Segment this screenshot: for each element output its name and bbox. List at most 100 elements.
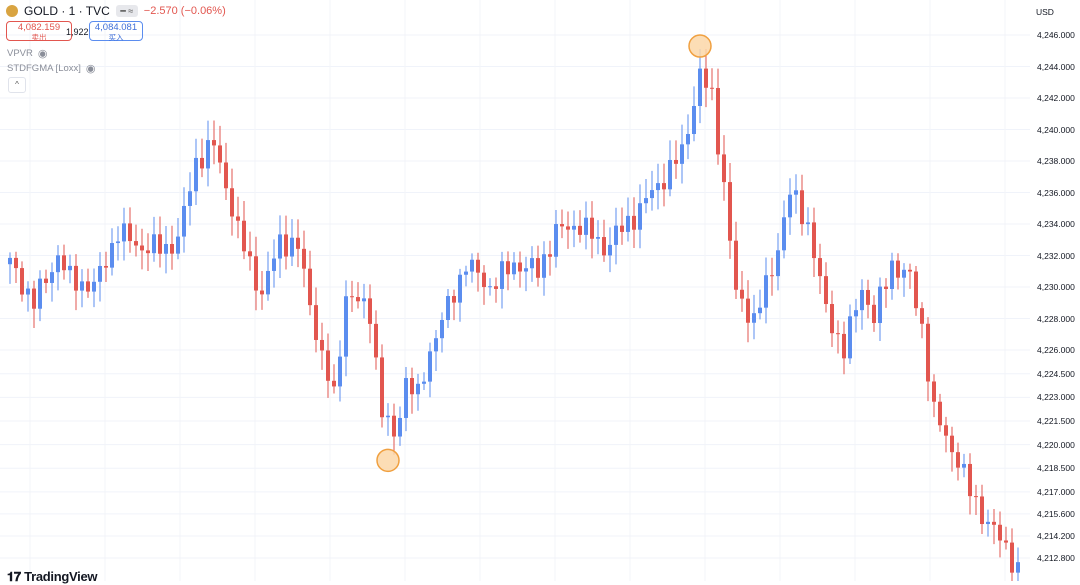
y-tick-label: 4,217.000 — [1037, 486, 1075, 497]
candle — [8, 252, 12, 284]
candle — [452, 289, 456, 321]
candle — [194, 138, 198, 205]
candle-body — [692, 106, 696, 135]
candle — [752, 294, 756, 340]
candle — [500, 251, 504, 309]
candle — [254, 236, 258, 311]
candle-body — [440, 319, 444, 339]
candle-body — [482, 272, 486, 288]
candle — [686, 114, 690, 160]
buy-label: 买入 — [108, 33, 124, 42]
candle-body — [146, 250, 150, 254]
candle-body — [386, 415, 390, 418]
candle — [266, 251, 270, 301]
candle-body — [908, 269, 912, 272]
candle-body — [374, 323, 378, 358]
candle — [26, 281, 30, 312]
candle — [812, 207, 816, 278]
candle-body — [1016, 562, 1020, 573]
y-tick-label: 4,234.000 — [1037, 219, 1075, 230]
candle — [1004, 526, 1008, 550]
buy-button[interactable]: 4,084.081 买入 — [89, 21, 143, 42]
candle-body — [410, 378, 414, 395]
candle-body — [92, 281, 96, 292]
candle-body — [584, 217, 588, 235]
eye-icon[interactable]: ◉ — [85, 63, 96, 75]
price-change: −2.570 (−0.06%) — [143, 5, 226, 17]
y-tick-label: 4,214.200 — [1037, 530, 1075, 541]
y-tick-label: 4,232.000 — [1037, 250, 1075, 261]
candle — [800, 174, 804, 236]
candle — [74, 254, 78, 311]
candle — [530, 246, 534, 282]
candle-body — [554, 224, 558, 257]
spread-value: 1,922 — [66, 27, 89, 37]
candle-body — [602, 237, 606, 256]
candle — [896, 253, 900, 290]
candle — [68, 254, 72, 284]
candle-body — [392, 415, 396, 437]
candle-body — [44, 278, 48, 283]
candle — [110, 228, 114, 276]
candle — [728, 162, 732, 259]
candle — [188, 172, 192, 226]
eye-icon[interactable]: ◉ — [37, 48, 48, 60]
currency-label[interactable]: USD — [1036, 7, 1054, 17]
candle-body — [206, 140, 210, 169]
candle-body — [596, 237, 600, 239]
symbol-title[interactable]: GOLD · 1 · TVC — [24, 4, 110, 18]
indicator-vpvr[interactable]: VPVR ◉ — [7, 47, 47, 60]
market-status-icon[interactable]: ━ ≈ — [115, 5, 138, 17]
candle-body — [368, 298, 372, 324]
candle — [656, 163, 660, 210]
candle — [884, 278, 888, 308]
candle — [560, 209, 564, 239]
y-tick-label: 4,246.000 — [1037, 30, 1075, 40]
candle — [458, 268, 462, 322]
candle — [224, 142, 228, 200]
candle-body — [668, 159, 672, 190]
indicator-name: VPVR — [7, 48, 33, 59]
candle — [644, 179, 648, 214]
candle-body — [74, 265, 78, 291]
y-tick-label: 4,244.000 — [1037, 61, 1075, 72]
candle-body — [578, 225, 582, 235]
candle — [206, 120, 210, 187]
candle-body — [536, 258, 540, 278]
candle-body — [344, 296, 348, 357]
candle-body — [650, 190, 654, 199]
candle — [248, 231, 252, 271]
candle-body — [224, 162, 228, 189]
candle — [368, 284, 372, 344]
candle — [272, 239, 276, 288]
indicator-stdfgma[interactable]: STDFGMA [Loxx] ◉ — [7, 62, 96, 75]
candle — [152, 216, 156, 262]
candle-body — [188, 191, 192, 206]
candle — [602, 219, 606, 262]
candle — [284, 215, 288, 270]
candle — [494, 277, 498, 303]
candle-body — [182, 205, 186, 237]
candle — [140, 228, 144, 270]
candle-body — [890, 260, 894, 289]
candle — [14, 251, 18, 284]
candle-body — [944, 425, 948, 436]
candle — [230, 168, 234, 236]
y-tick-label: 4,226.000 — [1037, 345, 1075, 356]
candle — [608, 227, 612, 273]
candle-body — [158, 234, 162, 254]
candle-body — [236, 216, 240, 221]
candle — [164, 225, 168, 274]
candle — [818, 243, 822, 294]
candle-body — [434, 338, 438, 352]
candle-body — [398, 417, 402, 437]
candle-body — [710, 87, 714, 89]
candle-body — [728, 182, 732, 241]
collapse-indicators-button[interactable]: ^ — [8, 77, 26, 93]
candle-body — [872, 304, 876, 324]
candle — [854, 298, 858, 333]
candle-body — [500, 261, 504, 289]
sell-button[interactable]: 4,082.159 卖出 — [6, 21, 72, 42]
candle — [680, 124, 684, 184]
